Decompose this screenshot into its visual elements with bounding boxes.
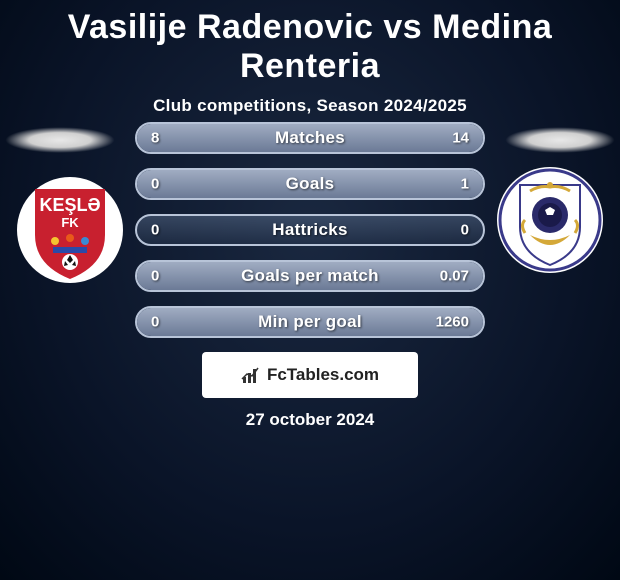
page-title: Vasilije Radenovic vs Medina Renteria [0,0,620,86]
footer-brand-text: FcTables.com [267,365,379,385]
subtitle: Club competitions, Season 2024/2025 [0,96,620,116]
stat-value-left: 0 [151,314,159,331]
stat-value-left: 8 [151,130,159,147]
stat-label: Min per goal [258,312,362,332]
bar-chart-icon [241,365,261,385]
stat-rows: 8 14 Matches 0 1 Goals 0 0 Hattricks 0 0.07 Goals p… [135,122,485,352]
stat-label: Hattricks [272,220,347,240]
stat-row: 0 0 Hattricks [135,214,485,246]
footer-date: 27 october 2024 [0,410,620,430]
stat-value-right: 0.07 [440,268,469,285]
club-badge-right [495,165,605,275]
stat-value-left: 0 [151,268,159,285]
stat-value-left: 0 [151,222,159,239]
stat-row: 8 14 Matches [135,122,485,154]
stat-value-left: 0 [151,176,159,193]
club-badge-left: KEŞLƏ FK [15,175,125,285]
stat-value-right: 14 [452,130,469,147]
stat-label: Goals [286,174,335,194]
stat-value-right: 1260 [436,314,469,331]
badge-shadow-left [5,127,115,153]
footer-brand-box: FcTables.com [202,352,418,398]
stat-label: Matches [275,128,345,148]
badge-left-name: KEŞLƏ [39,195,100,215]
stat-row: 0 1260 Min per goal [135,306,485,338]
badge-left-sub: FK [61,215,79,230]
kesla-crest-icon: KEŞLƏ FK [15,175,125,285]
stat-label: Goals per match [241,266,379,286]
stat-value-right: 0 [461,222,469,239]
badge-shadow-right [505,127,615,153]
stat-row: 0 0.07 Goals per match [135,260,485,292]
qarabag-crest-icon [495,165,605,275]
stat-value-right: 1 [461,176,469,193]
stat-row: 0 1 Goals [135,168,485,200]
